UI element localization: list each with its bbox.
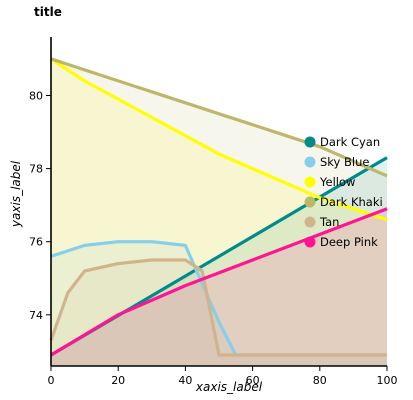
x-tick-label: 80 bbox=[313, 374, 327, 387]
legend-marker-sky-blue bbox=[304, 156, 316, 168]
legend-marker-dark-cyan bbox=[304, 136, 316, 148]
series-area-sky-blue bbox=[51, 241, 387, 366]
y-tick-label: 76 bbox=[29, 236, 43, 249]
series-area-yellow bbox=[51, 58, 387, 367]
x-tick-label: 20 bbox=[111, 374, 125, 387]
y-tick-label: 74 bbox=[29, 309, 43, 322]
legend: Dark Cyan Sky Blue Yellow Dark Khaki Tan Deep… bbox=[304, 135, 383, 249]
y-tick-label: 78 bbox=[29, 163, 43, 176]
x-axis-label: xaxis_label bbox=[195, 380, 263, 394]
series-line-tan bbox=[49, 258, 387, 357]
legend-label-dark-cyan: Dark Cyan bbox=[320, 135, 380, 149]
axes: 74 76 78 80 0 20 40 60 80 100 bbox=[29, 37, 398, 387]
series-areas bbox=[51, 58, 387, 367]
series-area-dark-cyan bbox=[51, 157, 387, 366]
series-line-deep-pink bbox=[50, 207, 388, 357]
series-line-dark-khaki bbox=[50, 57, 388, 178]
chart-title: title bbox=[34, 5, 62, 19]
legend-marker-yellow bbox=[304, 176, 316, 188]
x-tick-label: 100 bbox=[377, 374, 398, 387]
legend-label-tan: Tan bbox=[319, 215, 339, 229]
series-area-tan bbox=[51, 260, 387, 366]
series-area-deep-pink bbox=[51, 208, 387, 366]
y-tick-label: 80 bbox=[29, 89, 43, 102]
legend-marker-deep-pink bbox=[304, 236, 316, 248]
legend-label-dark-khaki: Dark Khaki bbox=[320, 195, 383, 209]
series-area-dark-khaki bbox=[51, 58, 387, 367]
legend-label-deep-pink: Deep Pink bbox=[320, 235, 378, 249]
legend-label-sky-blue: Sky Blue bbox=[320, 155, 369, 169]
x-tick-label: 0 bbox=[48, 374, 55, 387]
x-tick-label: 40 bbox=[178, 374, 192, 387]
series-line-yellow bbox=[50, 57, 388, 222]
y-axis-label: yaxis_label bbox=[9, 160, 23, 228]
legend-marker-tan bbox=[304, 216, 316, 228]
legend-marker-dark-khaki bbox=[304, 196, 316, 208]
legend-label-yellow: Yellow bbox=[319, 175, 355, 189]
series-lines bbox=[49, 57, 388, 357]
x-tick-label: 60 bbox=[246, 374, 260, 387]
